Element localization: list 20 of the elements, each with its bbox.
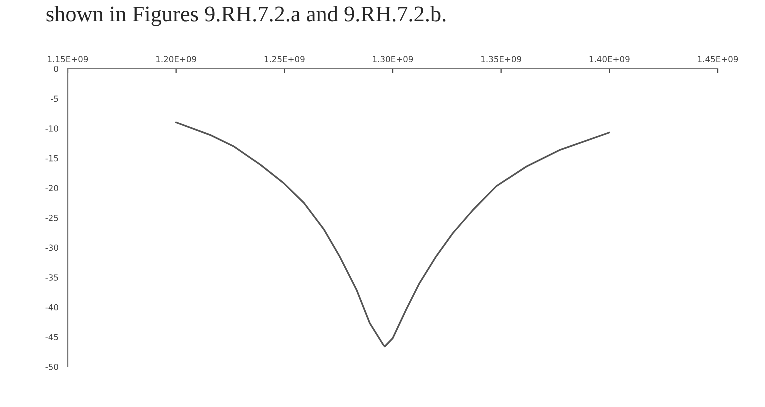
x-tick-label: 1.25E+09: [264, 56, 305, 63]
x-tick-label: 1.40E+09: [590, 56, 630, 63]
x-tick-label: 1.45E+09: [698, 56, 738, 63]
y-tick-label: -5: [51, 96, 58, 102]
y-tick-label: -45: [46, 334, 58, 340]
line-series: [176, 122, 610, 348]
x-tick-label: 1.30E+09: [373, 56, 414, 63]
y-tick-label: -25: [46, 214, 58, 222]
y-tick-label: -50: [46, 364, 58, 370]
x-tick-label: 1.35E+09: [482, 56, 522, 63]
y-tick-label: -35: [46, 274, 58, 281]
y-tick-label: -15: [46, 155, 58, 162]
x-tick-label: 1.20E+09: [156, 56, 196, 63]
x-tick-label: 1.15E+09: [48, 56, 88, 63]
y-tick-label: -10: [46, 126, 58, 132]
y-tick-label: -30: [46, 244, 58, 252]
y-tick-label: -40: [46, 304, 58, 311]
text: shown in Figures 9.RH.7.2.a and 9.RH.7.2.b.: [46, 6, 446, 26]
y-tick-label: 0: [54, 66, 58, 72]
y-tick-label: -20: [46, 185, 58, 192]
